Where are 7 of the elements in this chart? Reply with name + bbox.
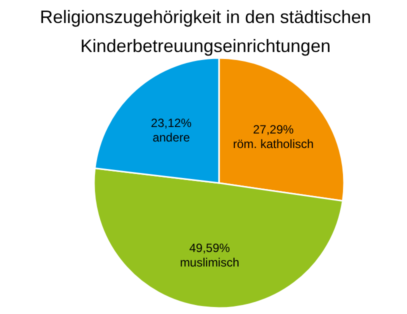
slice-label: muslimisch [180, 255, 240, 270]
slice-label: röm. katholisch [232, 136, 314, 151]
data-label: 49,59% [189, 240, 230, 255]
data-label: 23,12% [150, 116, 192, 130]
chart-title: Religionszugehörigkeit in den städtischen Kinderbetreuungseinrichtungen [40, 7, 372, 56]
slice-label: andere [152, 130, 190, 144]
data-label: 27,29% [252, 122, 294, 137]
